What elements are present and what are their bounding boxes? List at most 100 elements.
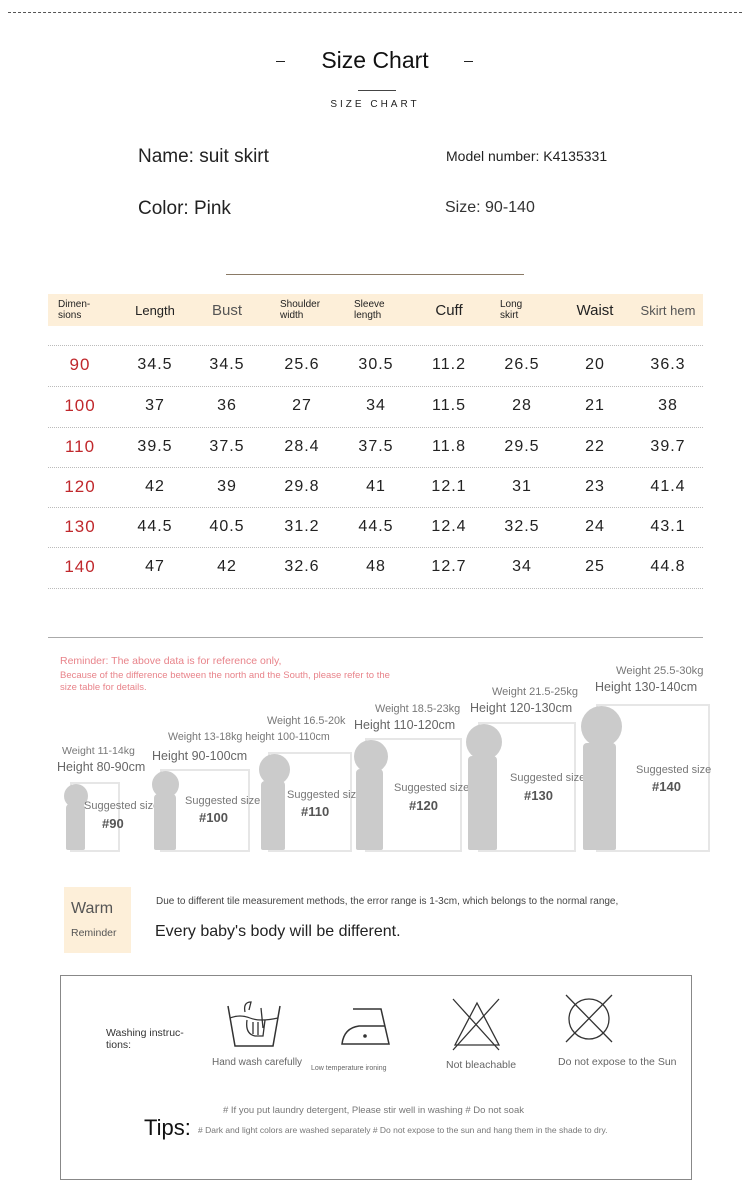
product-size: Size: 90-140	[445, 199, 535, 216]
table-cell: 34.5	[209, 356, 245, 373]
title-dash	[464, 61, 473, 62]
hand-wash-label: Hand wash carefully	[212, 1057, 303, 1068]
table-cell: 42	[145, 478, 165, 495]
table-cell: 29.5	[504, 438, 540, 455]
warm-main: Every baby's body will be different.	[155, 923, 401, 940]
size-cell: 140	[64, 557, 96, 576]
row-divider	[48, 547, 703, 548]
table-cell: 11.2	[432, 356, 466, 373]
washing-panel: Washing instruc- tions: Hand wash carefu…	[60, 975, 692, 1180]
title-dash	[276, 61, 285, 62]
row-divider	[48, 588, 703, 589]
suggested-size-label: Suggested size	[287, 789, 363, 801]
suggested-size-value: #140	[652, 779, 681, 794]
reminder-line2: Because of the difference between the no…	[60, 670, 390, 693]
table-cell: 24	[585, 518, 605, 535]
suggested-size-value: #130	[524, 788, 553, 803]
child-silhouette-body	[583, 743, 617, 850]
table-cell: 44.5	[358, 518, 394, 535]
table-cell: 43.1	[650, 518, 686, 535]
table-cell: 20	[585, 356, 605, 373]
weight-label: Weight 25.5-30kg	[616, 665, 704, 677]
product-color: Color: Pink	[138, 198, 231, 219]
table-cell: 25.6	[284, 356, 320, 373]
child-silhouette-head	[258, 754, 290, 785]
size-table-header: Dimen- sions Length Bust Shoulder width Slee…	[48, 294, 703, 326]
row-divider	[48, 427, 703, 428]
suggested-size-label: Suggested size	[510, 772, 586, 784]
table-cell: 31.2	[284, 518, 320, 535]
table-cell: 37.5	[209, 438, 245, 455]
page-subtitle: SIZE CHART	[330, 99, 420, 110]
table-cell: 39	[217, 478, 237, 495]
row-divider	[48, 467, 703, 468]
table-cell: 44.5	[137, 518, 173, 535]
divider	[226, 274, 524, 275]
page-title: Size Chart	[321, 47, 429, 73]
table-row: 140 47 42 32.6 48 12.7 34 25 44.8	[48, 547, 703, 587]
suggested-size-value: #90	[102, 816, 124, 831]
suggested-size-label: Suggested size	[84, 800, 160, 812]
table-cell: 31	[512, 478, 532, 495]
row-divider	[48, 386, 703, 387]
weight-label: Weight 21.5-25kg	[492, 686, 579, 698]
table-cell: 34.5	[137, 356, 173, 373]
table-cell: 27	[292, 397, 312, 414]
table-cell: 32.6	[284, 558, 320, 575]
size-cell: 100	[64, 396, 96, 415]
table-cell: 25	[585, 558, 605, 575]
child-silhouette-head	[581, 706, 623, 748]
height-label: Height 130-140cm	[595, 680, 698, 694]
table-row: 130 44.5 40.5 31.2 44.5 12.4 32.5 24 43.1	[48, 507, 703, 547]
hand-wash-icon	[227, 1001, 281, 1047]
table-cell: 11.8	[432, 438, 466, 455]
top-divider	[8, 12, 742, 13]
child-silhouette-head	[152, 771, 180, 798]
bleach-label: Not bleachable	[446, 1059, 517, 1071]
weight-label: Weight 18.5-23kg	[375, 703, 461, 715]
iron-label: Low temperature ironing	[311, 1065, 387, 1072]
no-sun-icon	[565, 994, 613, 1043]
height-label: Height 110-120cm	[354, 718, 456, 732]
table-cell: 36	[217, 397, 237, 414]
table-cell: 40.5	[209, 518, 245, 535]
table-cell: 23	[585, 478, 605, 495]
table-cell: 29.8	[284, 478, 320, 495]
table-cell: 12.4	[431, 518, 467, 535]
tips-label: Tips:	[144, 1115, 191, 1140]
weight-label: Weight 13-18kg height 100-110cm	[168, 731, 330, 743]
warm-subtitle: Reminder	[71, 927, 117, 939]
table-cell: 44.8	[650, 558, 686, 575]
table-cell: 28	[512, 397, 532, 414]
column-header: Sleeve length	[354, 299, 385, 321]
tip-1: # If you put laundry detergent, Please s…	[223, 1105, 525, 1116]
column-header: Bust	[211, 301, 242, 319]
row-divider	[48, 345, 703, 346]
suggested-size-value: #110	[301, 804, 330, 819]
low-temp-iron-icon	[341, 1008, 390, 1045]
table-cell: 32.5	[504, 518, 540, 535]
table-cell: 34	[512, 558, 532, 575]
child-silhouette-body	[260, 780, 286, 850]
suggested-size-value: #100	[199, 810, 228, 825]
table-cell: 11.5	[432, 397, 466, 414]
column-header: Shoulder width	[280, 299, 321, 321]
table-cell: 12.1	[431, 478, 467, 495]
table-cell: 30.5	[358, 356, 394, 373]
reminder-line1: Reminder: The above data is for referenc…	[60, 655, 282, 667]
sun-label: Do not expose to the Sun	[558, 1056, 677, 1068]
table-cell: 38	[658, 397, 678, 414]
table-row: 90 34.5 34.5 25.6 30.5 11.2 26.5 20 36.3	[48, 345, 703, 385]
model-number: Model number: K4135331	[446, 148, 608, 164]
size-cell: 110	[64, 437, 96, 456]
column-header: Long skirt	[500, 299, 523, 321]
product-name: Name: suit skirt	[138, 146, 269, 167]
table-cell: 34	[366, 397, 386, 414]
weight-label: Weight 16.5-20k	[267, 715, 346, 727]
child-silhouette-body	[65, 804, 86, 850]
no-bleach-icon	[452, 998, 501, 1051]
warm-title: Warm	[71, 900, 114, 917]
table-row: 100 37 36 27 34 11.5 28 21 38	[48, 386, 703, 426]
child-silhouette-body	[154, 793, 176, 850]
table-cell: 48	[366, 558, 386, 575]
